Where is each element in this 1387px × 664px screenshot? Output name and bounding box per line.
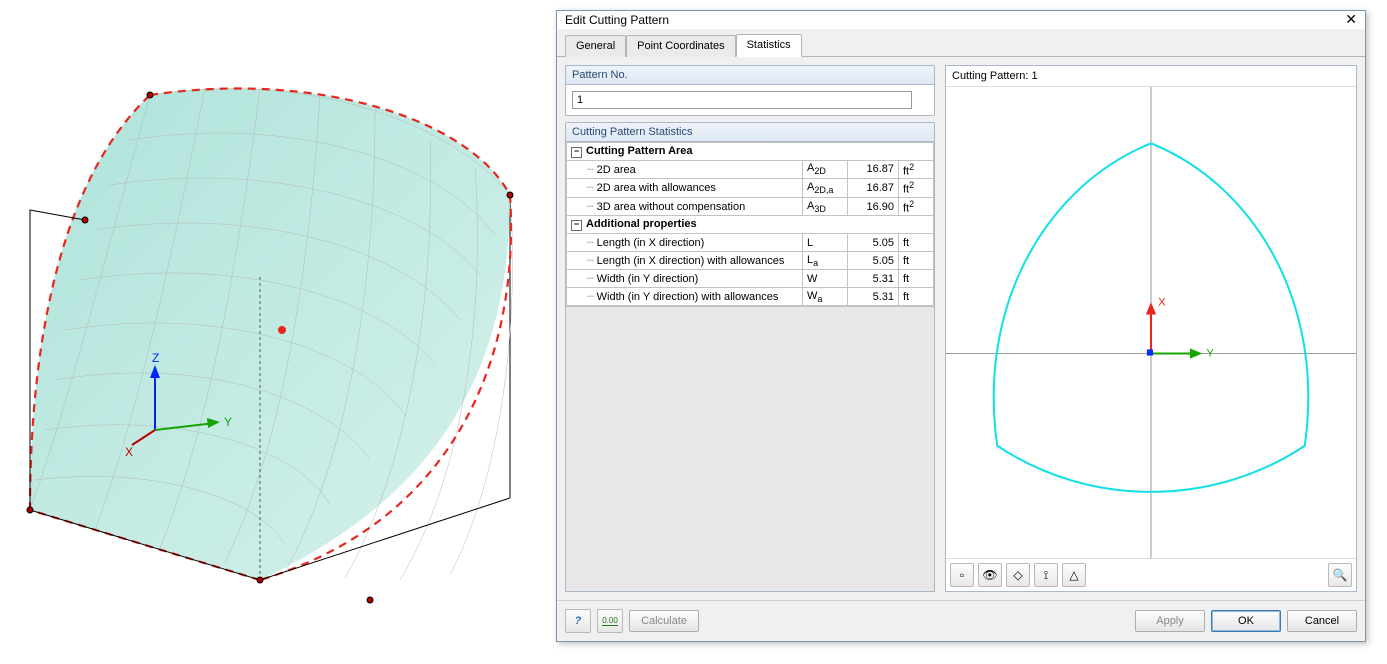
stats-row-symbol: La: [803, 252, 848, 270]
stats-row-symbol: A2D: [803, 160, 848, 179]
stats-row-symbol: W: [803, 270, 848, 288]
stats-row-label: ┄2D area with allowances: [567, 179, 803, 198]
edit-cutting-pattern-dialog: Edit Cutting Pattern ✕ General Point Coo…: [556, 10, 1366, 642]
dialog-footer: ? 0.00 Calculate Apply OK Cancel: [557, 600, 1365, 641]
stats-row-label: ┄3D area without compensation: [567, 197, 803, 216]
preview-toolbar: ▫ 👁 ◇ ⟟ △ 🔍: [946, 558, 1356, 591]
toolbar-btn-3[interactable]: ◇: [1006, 563, 1030, 587]
stats-row-value: 5.31: [848, 288, 899, 306]
dialog-title: Edit Cutting Pattern: [565, 13, 669, 27]
stats-row-value: 5.05: [848, 252, 899, 270]
stats-table: −Cutting Pattern Area┄2D areaA2D16.87ft2…: [566, 142, 934, 307]
stats-header: Cutting Pattern Statistics: [565, 122, 935, 141]
stats-row-unit: ft: [899, 252, 934, 270]
tab-strip: General Point Coordinates Statistics: [557, 29, 1365, 57]
stats-row-unit: ft: [899, 288, 934, 306]
centroid-dot: [278, 326, 286, 334]
toolbar-btn-5[interactable]: △: [1062, 563, 1086, 587]
stats-row-label: ┄2D area: [567, 160, 803, 179]
toolbar-btn-4[interactable]: ⟟: [1034, 563, 1058, 587]
title-bar[interactable]: Edit Cutting Pattern ✕: [557, 11, 1365, 29]
stats-row-symbol: A2D,a: [803, 179, 848, 198]
preview-title: Cutting Pattern: 1: [946, 66, 1356, 87]
preview-y-label: Y: [1206, 347, 1214, 359]
stats-row-symbol: L: [803, 234, 848, 252]
pattern-no-header: Pattern No.: [565, 65, 935, 84]
preview-canvas[interactable]: X Y: [946, 87, 1356, 559]
stats-row-value: 5.05: [848, 234, 899, 252]
stats-row-value: 16.87: [848, 160, 899, 179]
toolbar-btn-zoom[interactable]: 🔍: [1328, 563, 1352, 587]
stats-group[interactable]: −Cutting Pattern Area: [567, 142, 934, 160]
tab-statistics[interactable]: Statistics: [736, 34, 802, 57]
cancel-button[interactable]: Cancel: [1287, 610, 1357, 632]
stats-row-value: 16.90: [848, 197, 899, 216]
stats-row-value: 5.31: [848, 270, 899, 288]
axis-x-label: X: [125, 445, 133, 459]
pattern-no-input[interactable]: 1: [572, 91, 912, 109]
help-button[interactable]: ?: [565, 609, 591, 633]
toolbar-btn-1[interactable]: ▫: [950, 563, 974, 587]
model-viewport[interactable]: Z Y X: [0, 0, 540, 640]
stats-row-unit: ft2: [899, 197, 934, 216]
stats-group[interactable]: −Additional properties: [567, 216, 934, 234]
units-button[interactable]: 0.00: [597, 609, 623, 633]
stats-row-symbol: Wa: [803, 288, 848, 306]
stats-row-label: ┄Length (in X direction): [567, 234, 803, 252]
preview-x-label: X: [1158, 296, 1166, 308]
stats-row-unit: ft: [899, 234, 934, 252]
preview-pane: Cutting Pattern: 1 X Y: [945, 65, 1357, 593]
stats-row-label: ┄Width (in Y direction): [567, 270, 803, 288]
axis-z-label: Z: [152, 351, 159, 365]
stats-row-label: ┄Length (in X direction) with allowances: [567, 252, 803, 270]
close-icon[interactable]: ✕: [1345, 11, 1357, 28]
axis-y-label: Y: [224, 415, 232, 429]
apply-button[interactable]: Apply: [1135, 610, 1205, 632]
calculate-button[interactable]: Calculate: [629, 610, 699, 632]
tab-point-coordinates[interactable]: Point Coordinates: [626, 35, 735, 57]
stats-row-unit: ft2: [899, 160, 934, 179]
toolbar-btn-2[interactable]: 👁: [978, 563, 1002, 587]
stats-row-value: 16.87: [848, 179, 899, 198]
stats-row-unit: ft: [899, 270, 934, 288]
stats-row-symbol: A3D: [803, 197, 848, 216]
tab-general[interactable]: General: [565, 35, 626, 57]
stats-row-unit: ft2: [899, 179, 934, 198]
stats-row-label: ┄Width (in Y direction) with allowances: [567, 288, 803, 306]
ok-button[interactable]: OK: [1211, 610, 1281, 632]
